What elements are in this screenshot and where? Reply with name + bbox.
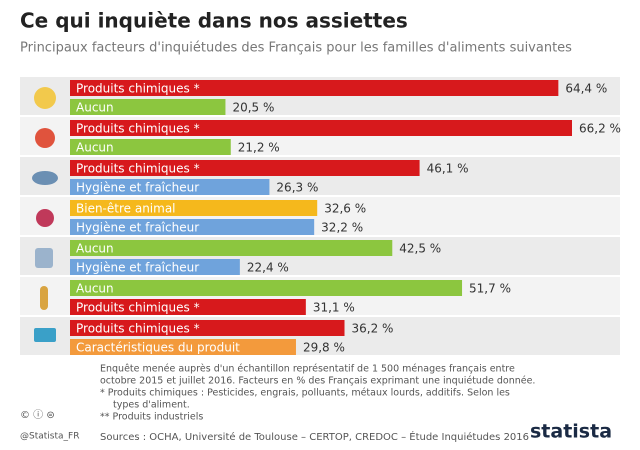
bar — [70, 120, 572, 136]
bar-category-label: Produits chimiques * — [76, 122, 200, 136]
brand: statista — [530, 421, 612, 443]
chart-subtitle: Principaux facteurs d'inquiétudes des Fr… — [20, 41, 572, 56]
icon-meat — [36, 209, 54, 227]
bar — [70, 240, 393, 256]
icon-cereal — [40, 286, 48, 310]
footnote: octobre 2015 et juillet 2016. Facteurs e… — [100, 376, 535, 387]
bar-category-label: Hygiène et fraîcheur — [76, 181, 199, 195]
icon-fruit — [34, 87, 56, 109]
bar — [70, 139, 231, 155]
footnote: * Produits chimiques : Pesticides, engra… — [100, 388, 510, 399]
icon-vegetable — [35, 128, 55, 148]
bar-category-label: Aucun — [76, 101, 114, 115]
icon-fish — [32, 171, 58, 185]
bar — [70, 80, 559, 96]
bar — [70, 280, 463, 296]
footnote: ** Produits industriels — [100, 412, 203, 423]
bar-category-label: Aucun — [76, 242, 114, 256]
bar-category-label: Hygiène et fraîcheur — [76, 261, 199, 275]
value-label: 21,2 % — [238, 141, 280, 155]
bar-category-label: Produits chimiques * — [76, 82, 200, 96]
bar — [70, 299, 306, 315]
source: Sources : OCHA, Université de Toulouse –… — [100, 430, 529, 443]
bar-category-label: Bien-être animal — [76, 202, 176, 216]
credit: @Statista_FR — [20, 432, 79, 442]
bar — [70, 219, 315, 235]
footnote: types d'aliment. — [113, 400, 190, 411]
bar-category-label: Produits chimiques * — [76, 162, 200, 176]
value-label: 66,2 % — [579, 122, 621, 136]
value-label: 32,6 % — [324, 202, 366, 216]
icons — [32, 87, 58, 342]
bar-category-label: Aucun — [76, 141, 114, 155]
bar — [70, 179, 270, 195]
value-label: 42,5 % — [399, 242, 441, 256]
bar-category-label: Caractéristiques du produit — [76, 341, 240, 355]
bar-category-label: Produits chimiques * — [76, 301, 200, 315]
bar — [70, 320, 345, 336]
value-label: 36,2 % — [352, 322, 394, 336]
value-label: 22,4 % — [247, 261, 289, 275]
bar — [70, 200, 318, 216]
bar — [70, 160, 420, 176]
value-label: 46,1 % — [427, 162, 469, 176]
bar — [70, 99, 226, 115]
value-label: 29,8 % — [303, 341, 345, 355]
value-label: 32,2 % — [321, 221, 363, 235]
value-label: 64,4 % — [565, 82, 607, 96]
bar — [70, 339, 296, 355]
icon-dairy — [35, 248, 53, 268]
icon-processed — [34, 328, 56, 342]
footnote: Enquête menée auprès d'un échantillon re… — [100, 364, 515, 375]
bar-category-label: Aucun — [76, 282, 114, 296]
bar-category-label: Hygiène et fraîcheur — [76, 221, 199, 235]
value-label: 26,3 % — [276, 181, 318, 195]
bar — [70, 259, 240, 275]
bar-category-label: Produits chimiques * — [76, 322, 200, 336]
value-label: 51,7 % — [469, 282, 511, 296]
chart-title: Ce qui inquiète dans nos assiettes — [20, 9, 408, 33]
value-label: 31,1 % — [313, 301, 355, 315]
value-label: 20,5 % — [232, 101, 274, 115]
license-icons: © ⓘ ⊜ — [20, 409, 55, 421]
